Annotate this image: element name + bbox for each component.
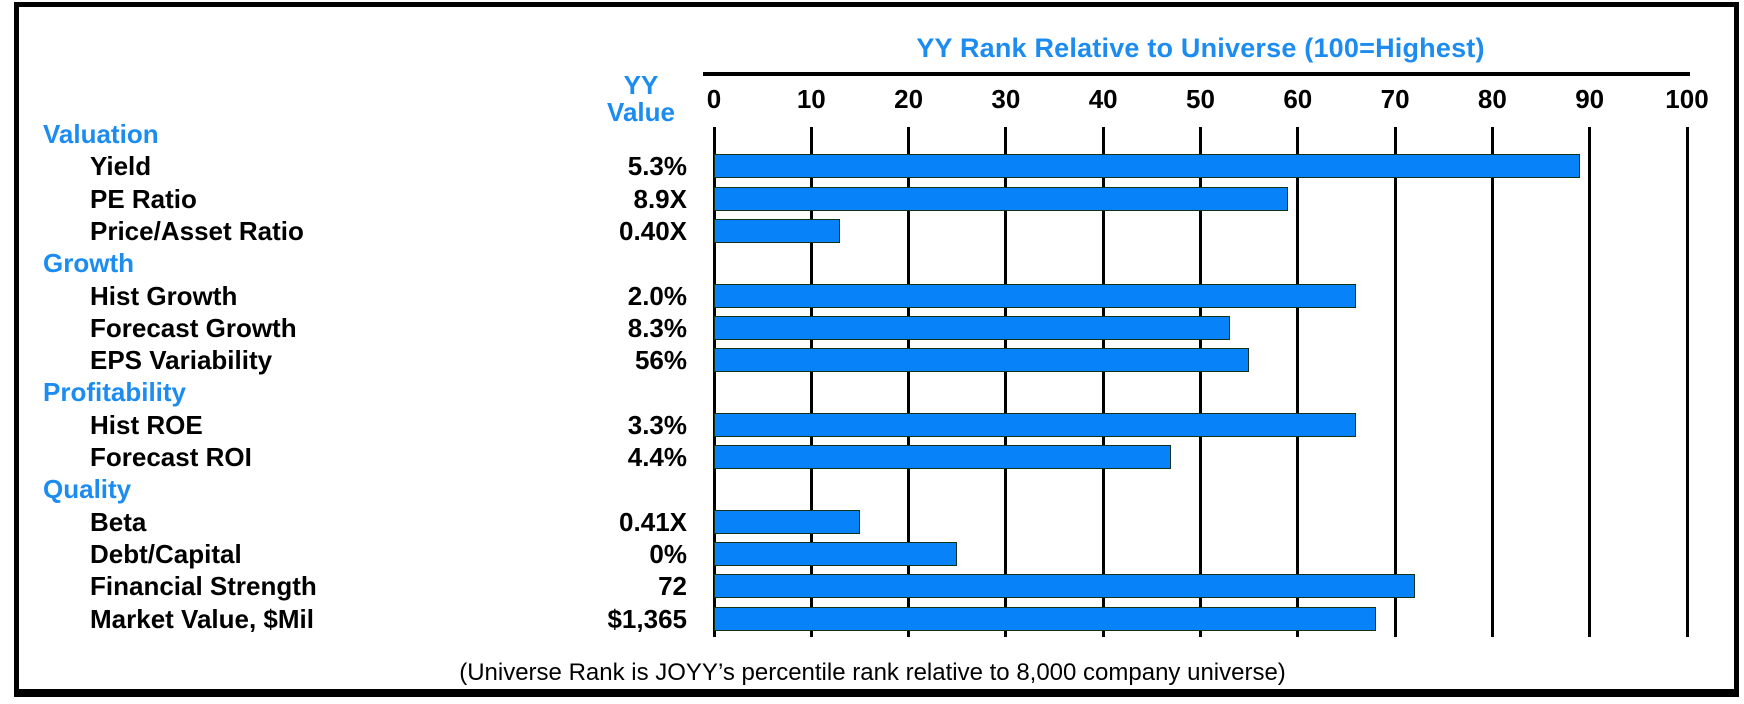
rank-bar xyxy=(714,218,841,243)
row-value: 2.0% xyxy=(627,280,687,311)
row-label: EPS Variability xyxy=(90,345,273,376)
rank-bar xyxy=(714,509,860,534)
row-label: Forecast Growth xyxy=(90,312,297,343)
section-label: Valuation xyxy=(43,119,159,149)
axis-gridline xyxy=(1393,127,1397,637)
axis-tick-label: 60 xyxy=(1283,84,1313,114)
footnote: (Universe Rank is JOYY’s percentile rank… xyxy=(459,659,1286,686)
row-label: Market Value, $Mil xyxy=(90,603,314,634)
row-label: Forecast ROI xyxy=(90,442,252,472)
rank-bar xyxy=(714,186,1289,211)
axis-tick-label: 100 xyxy=(1665,84,1709,114)
rank-bar xyxy=(714,606,1376,631)
axis-gridline xyxy=(1490,127,1494,637)
row-value: 4.4% xyxy=(627,442,687,472)
section-label: Quality xyxy=(43,474,132,505)
row-label: Hist ROE xyxy=(90,409,203,440)
axis-gridline xyxy=(907,127,911,637)
rank-bar xyxy=(714,315,1230,340)
rank-bar xyxy=(714,154,1580,179)
section-label: Profitability xyxy=(43,377,187,408)
rank-bar xyxy=(714,574,1415,599)
row-value: 8.9X xyxy=(633,183,688,214)
row-value: 0.41X xyxy=(619,506,687,537)
value-column-header: YY Value xyxy=(593,72,689,126)
top-axis-line xyxy=(703,72,1690,76)
row-label: Debt/Capital xyxy=(90,538,242,569)
axis-tick-label: 40 xyxy=(1088,84,1118,114)
row-value: 3.3% xyxy=(627,409,687,440)
row-value: $1,365 xyxy=(607,603,687,634)
row-label: Financial Strength xyxy=(90,571,317,602)
rank-bar xyxy=(714,348,1250,373)
axis-tick-label: 0 xyxy=(706,84,722,114)
axis-tick-label: 90 xyxy=(1575,84,1605,114)
axis-gridline xyxy=(1101,127,1105,637)
axis-gridline xyxy=(1685,127,1689,637)
axis-tick-label: 80 xyxy=(1477,84,1507,114)
row-label: PE Ratio xyxy=(90,183,197,214)
rank-bar xyxy=(714,283,1357,308)
axis-gridline xyxy=(1588,127,1592,637)
row-value: 56% xyxy=(634,345,687,376)
row-label: Hist Growth xyxy=(90,280,238,311)
row-value: 0% xyxy=(649,538,687,569)
chart-title: YY Rank Relative to Universe (100=Highes… xyxy=(916,33,1485,63)
section-label: Growth xyxy=(43,248,134,279)
row-value: 72 xyxy=(658,571,687,602)
value-column-header-line1: YY xyxy=(623,70,659,100)
row-label: Yield xyxy=(90,151,152,182)
axis-tick-label: 50 xyxy=(1186,84,1215,114)
axis-gridline xyxy=(809,127,813,637)
axis-tick-label: 20 xyxy=(894,84,924,114)
value-column-header-line2: Value xyxy=(607,97,675,127)
row-label: Price/Asset Ratio xyxy=(90,215,304,246)
axis-tick-label: 70 xyxy=(1380,84,1410,114)
axis-tick-label: 10 xyxy=(796,84,826,114)
axis-gridline xyxy=(1004,127,1008,637)
outer-border-frame xyxy=(14,2,1739,697)
rank-bar xyxy=(714,412,1357,437)
row-value: 8.3% xyxy=(627,312,687,343)
axis-gridline xyxy=(1296,127,1300,637)
axis-tick-label: 30 xyxy=(991,84,1021,114)
row-label: Beta xyxy=(90,506,147,537)
row-value: 0.40X xyxy=(619,215,687,246)
rank-bar xyxy=(714,445,1172,469)
rank-bar xyxy=(714,541,958,566)
axis-gridline xyxy=(1199,127,1202,637)
axis-gridline xyxy=(712,127,716,637)
row-value: 5.3% xyxy=(627,151,687,182)
